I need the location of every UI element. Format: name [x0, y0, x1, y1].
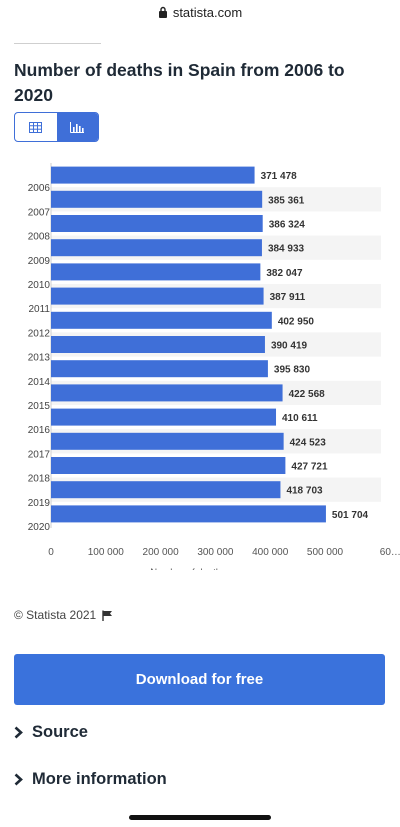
- data-label: 395 830: [274, 365, 311, 376]
- x-tick-label: 100 000: [88, 547, 125, 558]
- copyright-text: © Statista 2021: [14, 608, 97, 622]
- download-button[interactable]: Download for free: [14, 654, 385, 705]
- bar: [51, 336, 265, 353]
- category-label: 2012: [28, 328, 51, 339]
- more-information-toggle[interactable]: More information: [14, 770, 167, 789]
- category-label: 2020: [28, 522, 51, 533]
- bar: [51, 190, 263, 208]
- bar: [51, 311, 272, 329]
- url-domain: statista.com: [172, 4, 243, 20]
- data-label: 402 950: [278, 316, 315, 327]
- bar: [51, 215, 263, 232]
- category-label: 2019: [28, 498, 51, 509]
- category-label: 2009: [28, 256, 51, 267]
- category-label: 2016: [28, 425, 51, 436]
- bar-chart-icon: [70, 121, 85, 133]
- chevron-right-icon: [14, 773, 23, 786]
- data-label: 382 047: [266, 268, 303, 279]
- data-label: 371 478: [261, 171, 298, 182]
- home-indicator: [129, 815, 271, 820]
- category-label: 2015: [28, 401, 51, 412]
- data-label: 427 721: [291, 462, 328, 473]
- category-label: 2018: [28, 474, 51, 485]
- flag-icon[interactable]: [102, 610, 113, 621]
- x-tick-label: 0: [48, 547, 54, 558]
- category-label: 2010: [28, 280, 51, 291]
- bar: [51, 287, 264, 305]
- data-label: 418 703: [286, 486, 323, 497]
- chevron-right-icon: [14, 726, 23, 739]
- bar: [51, 360, 268, 378]
- page-title: Number of deaths in Spain from 2006 to 2…: [14, 60, 345, 105]
- bar: [51, 505, 326, 523]
- bar: [51, 239, 262, 257]
- data-label: 387 911: [270, 292, 306, 303]
- data-label: 390 419: [271, 341, 308, 352]
- data-label: 501 704: [332, 510, 369, 521]
- url-bar[interactable]: statista.com: [0, 0, 400, 24]
- bar: [51, 384, 283, 402]
- data-label: 422 568: [289, 389, 326, 400]
- copyright: © Statista 2021: [14, 608, 113, 622]
- view-toggle: [14, 112, 99, 142]
- data-label: 410 611: [282, 413, 318, 424]
- category-label: 2007: [28, 207, 51, 218]
- bar: [51, 432, 284, 450]
- x-tick-label: 300 000: [197, 547, 234, 558]
- x-tick-label: 60…: [380, 547, 400, 558]
- category-label: 2013: [28, 353, 51, 364]
- data-label: 385 361: [268, 195, 305, 206]
- lock-icon: [158, 6, 167, 18]
- table-icon: [29, 121, 43, 133]
- data-label: 386 324: [269, 220, 306, 231]
- x-axis-title: Number of deaths: [150, 567, 226, 570]
- category-label: 2011: [28, 304, 50, 315]
- bar: [51, 481, 281, 499]
- x-tick-label: 200 000: [143, 547, 180, 558]
- chart-view-button[interactable]: [56, 113, 98, 141]
- category-label: 2017: [28, 449, 51, 460]
- more-information-label: More information: [32, 770, 167, 788]
- source-toggle[interactable]: Source: [14, 723, 88, 742]
- bar-chart: 371 478 2006 385 361 2007 386 324 2008 384 933…: [28, 163, 400, 570]
- bar: [51, 408, 277, 426]
- bar: [51, 457, 286, 474]
- data-label: 384 933: [268, 244, 305, 255]
- source-label: Source: [32, 723, 88, 741]
- divider: [14, 43, 101, 44]
- category-label: 2006: [28, 183, 51, 194]
- table-view-button[interactable]: [15, 113, 57, 141]
- data-label: 424 523: [290, 437, 327, 448]
- x-tick-label: 500 000: [307, 547, 344, 558]
- category-label: 2008: [28, 232, 51, 243]
- category-label: 2014: [28, 377, 51, 388]
- bar: [51, 166, 255, 184]
- x-tick-label: 400 000: [252, 547, 289, 558]
- bar: [51, 263, 261, 281]
